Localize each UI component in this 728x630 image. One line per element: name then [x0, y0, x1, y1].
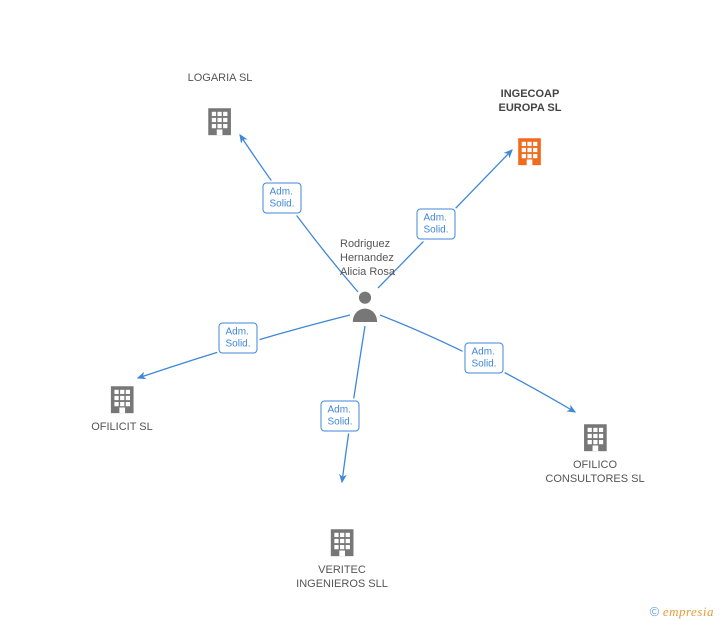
company-label: OFILICIT SL: [91, 421, 153, 435]
company-node-veritec[interactable]: VERITEC INGENIEROS SLL: [296, 525, 388, 592]
edge-label-ingecoap: Adm. Solid.: [416, 209, 455, 240]
building-icon: [105, 382, 139, 416]
watermark: © empresia: [650, 604, 714, 620]
edge-label-ofilico: Adm. Solid.: [464, 343, 503, 374]
edge-label-ofilicit: Adm. Solid.: [218, 323, 257, 354]
copyright-symbol: ©: [650, 604, 660, 619]
company-label: INGECOAP EUROPA SL: [499, 88, 562, 116]
building-icon: [578, 420, 612, 454]
watermark-brand: empresia: [663, 604, 714, 619]
company-label: LOGARIA SL: [188, 72, 253, 86]
building-icon: [203, 104, 237, 138]
company-node-ingecoap[interactable]: INGECOAP EUROPA SL: [499, 88, 562, 173]
company-label: OFILICO CONSULTORES SL: [545, 459, 644, 487]
building-icon: [325, 525, 359, 559]
person-label: Rodriguez Hernandez Alicia Rosa: [340, 238, 395, 279]
company-node-logaria[interactable]: LOGARIA SL: [188, 72, 253, 143]
edge-label-veritec: Adm. Solid.: [320, 401, 359, 432]
network-diagram: Adm. Solid. Adm. Solid. Adm. Solid. Adm. So…: [0, 0, 728, 630]
company-label: VERITEC INGENIEROS SLL: [296, 564, 388, 592]
company-node-ofilicit[interactable]: OFILICIT SL: [91, 382, 153, 435]
company-node-ofilico[interactable]: OFILICO CONSULTORES SL: [545, 420, 644, 487]
person-node[interactable]: [350, 288, 380, 327]
edge-label-logaria: Adm. Solid.: [262, 183, 301, 214]
building-icon: [513, 134, 547, 168]
person-icon: [350, 288, 380, 322]
